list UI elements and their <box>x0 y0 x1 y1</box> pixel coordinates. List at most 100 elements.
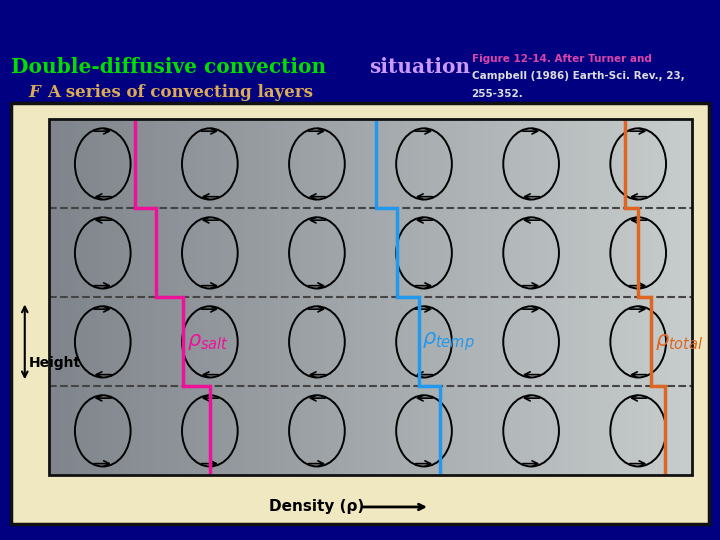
Bar <box>258 119 264 475</box>
Bar <box>220 119 226 475</box>
Bar <box>585 119 590 475</box>
Bar <box>418 119 424 475</box>
Bar <box>536 119 542 475</box>
Bar <box>552 119 558 475</box>
Bar <box>312 119 317 475</box>
Text: Double-diffusive convection: Double-diffusive convection <box>11 57 326 77</box>
Bar <box>628 119 633 475</box>
Text: situation: situation <box>369 57 469 77</box>
Bar <box>670 119 675 475</box>
Bar <box>456 119 462 475</box>
Bar <box>145 119 151 475</box>
Bar <box>633 119 638 475</box>
Bar <box>279 119 285 475</box>
Bar <box>563 119 569 475</box>
Bar <box>488 119 494 475</box>
Bar <box>649 119 654 475</box>
Bar <box>49 119 692 475</box>
Bar <box>226 119 231 475</box>
Bar <box>521 119 526 475</box>
Bar <box>76 119 81 475</box>
Bar <box>408 119 413 475</box>
Bar <box>338 119 343 475</box>
Bar <box>462 119 467 475</box>
Bar <box>290 119 295 475</box>
Bar <box>317 119 323 475</box>
Text: A series of convecting layers: A series of convecting layers <box>47 84 312 100</box>
Bar <box>71 119 76 475</box>
Bar <box>440 119 446 475</box>
Text: F: F <box>29 84 40 100</box>
Bar <box>167 119 172 475</box>
Bar <box>264 119 269 475</box>
Bar <box>483 119 488 475</box>
Bar <box>376 119 381 475</box>
Bar <box>124 119 130 475</box>
Bar <box>135 119 140 475</box>
Bar <box>86 119 92 475</box>
Text: $\rho_{salt}$: $\rho_{salt}$ <box>186 332 229 352</box>
Bar <box>600 119 606 475</box>
Bar <box>49 119 55 475</box>
Bar <box>269 119 274 475</box>
Bar <box>60 119 66 475</box>
Bar <box>178 119 183 475</box>
Bar <box>654 119 660 475</box>
Bar <box>547 119 552 475</box>
Bar <box>274 119 279 475</box>
Bar <box>360 119 365 475</box>
Bar <box>189 119 194 475</box>
Bar <box>381 119 387 475</box>
Bar <box>402 119 408 475</box>
Bar <box>237 119 242 475</box>
Bar <box>574 119 580 475</box>
Bar <box>504 119 510 475</box>
Bar <box>467 119 472 475</box>
Bar <box>215 119 220 475</box>
Bar <box>392 119 397 475</box>
Bar <box>494 119 499 475</box>
Bar <box>590 119 595 475</box>
Bar <box>242 119 248 475</box>
Bar <box>526 119 531 475</box>
Bar <box>681 119 686 475</box>
Bar <box>343 119 349 475</box>
Bar <box>675 119 681 475</box>
Bar <box>248 119 253 475</box>
Text: Height: Height <box>28 356 81 370</box>
Bar <box>531 119 536 475</box>
Bar <box>371 119 376 475</box>
Bar <box>569 119 574 475</box>
Text: Density (ρ): Density (ρ) <box>269 500 364 515</box>
Text: Campbell (1986) Earth-Sci. Rev., 23,: Campbell (1986) Earth-Sci. Rev., 23, <box>472 71 684 82</box>
Bar <box>204 119 210 475</box>
Text: 255-352.: 255-352. <box>472 89 523 99</box>
Bar <box>210 119 215 475</box>
Bar <box>595 119 600 475</box>
Bar <box>542 119 547 475</box>
Bar <box>686 119 692 475</box>
Bar <box>140 119 145 475</box>
Bar <box>285 119 290 475</box>
Bar <box>92 119 97 475</box>
Bar <box>306 119 312 475</box>
Bar <box>499 119 504 475</box>
Bar <box>365 119 371 475</box>
Bar <box>231 119 237 475</box>
Bar <box>617 119 622 475</box>
Bar <box>510 119 515 475</box>
Bar <box>387 119 392 475</box>
Bar <box>323 119 328 475</box>
Bar <box>446 119 451 475</box>
Bar <box>172 119 178 475</box>
Bar <box>103 119 108 475</box>
Text: $\rho_{total}$: $\rho_{total}$ <box>654 332 703 352</box>
Bar <box>644 119 649 475</box>
Bar <box>253 119 258 475</box>
Bar <box>114 119 119 475</box>
Bar <box>622 119 628 475</box>
Bar <box>413 119 418 475</box>
Bar <box>301 119 306 475</box>
Bar <box>151 119 156 475</box>
Text: $\rho_{temp}$: $\rho_{temp}$ <box>422 330 475 353</box>
